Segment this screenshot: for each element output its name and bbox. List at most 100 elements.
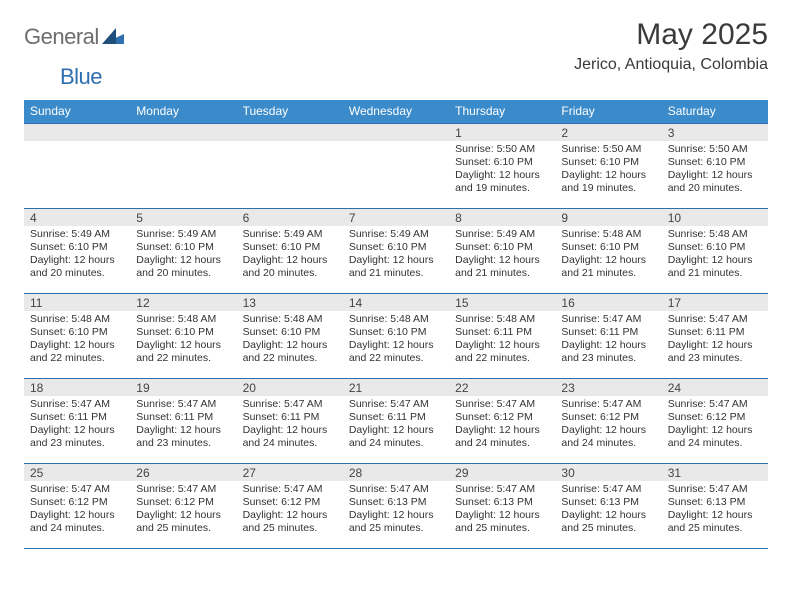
sunset-text: Sunset: 6:10 PM [668, 241, 764, 254]
day-cell: 19Sunrise: 5:47 AMSunset: 6:11 PMDayligh… [130, 379, 236, 463]
day-cell: 24Sunrise: 5:47 AMSunset: 6:12 PMDayligh… [662, 379, 768, 463]
daylight-text: Daylight: 12 hours and 25 minutes. [243, 509, 339, 535]
sunrise-text: Sunrise: 5:47 AM [136, 483, 232, 496]
daylight-text: Daylight: 12 hours and 23 minutes. [30, 424, 126, 450]
sunset-text: Sunset: 6:11 PM [136, 411, 232, 424]
day-cell: 2Sunrise: 5:50 AMSunset: 6:10 PMDaylight… [555, 124, 661, 208]
sunset-text: Sunset: 6:11 PM [455, 326, 551, 339]
day-number: 9 [555, 209, 661, 226]
day-cell: 25Sunrise: 5:47 AMSunset: 6:12 PMDayligh… [24, 464, 130, 548]
sunset-text: Sunset: 6:12 PM [561, 411, 657, 424]
daylight-text: Daylight: 12 hours and 24 minutes. [349, 424, 445, 450]
day-cell: 22Sunrise: 5:47 AMSunset: 6:12 PMDayligh… [449, 379, 555, 463]
sunrise-text: Sunrise: 5:50 AM [561, 143, 657, 156]
day-body: Sunrise: 5:49 AMSunset: 6:10 PMDaylight:… [24, 226, 130, 282]
sunrise-text: Sunrise: 5:47 AM [561, 313, 657, 326]
sunrise-text: Sunrise: 5:49 AM [136, 228, 232, 241]
sunset-text: Sunset: 6:11 PM [243, 411, 339, 424]
daylight-text: Daylight: 12 hours and 25 minutes. [561, 509, 657, 535]
day-number: 1 [449, 124, 555, 141]
day-number: 2 [555, 124, 661, 141]
sunset-text: Sunset: 6:10 PM [349, 241, 445, 254]
day-body: Sunrise: 5:47 AMSunset: 6:12 PMDaylight:… [237, 481, 343, 537]
day-body: Sunrise: 5:50 AMSunset: 6:10 PMDaylight:… [662, 141, 768, 197]
daylight-text: Daylight: 12 hours and 24 minutes. [243, 424, 339, 450]
logo: General [24, 18, 126, 50]
day-number: 12 [130, 294, 236, 311]
daylight-text: Daylight: 12 hours and 20 minutes. [136, 254, 232, 280]
day-cell [343, 124, 449, 208]
sunrise-text: Sunrise: 5:48 AM [30, 313, 126, 326]
logo-mark-icon [102, 28, 124, 49]
sunrise-text: Sunrise: 5:47 AM [455, 398, 551, 411]
day-cell: 10Sunrise: 5:48 AMSunset: 6:10 PMDayligh… [662, 209, 768, 293]
day-cell: 29Sunrise: 5:47 AMSunset: 6:13 PMDayligh… [449, 464, 555, 548]
day-body: Sunrise: 5:47 AMSunset: 6:11 PMDaylight:… [237, 396, 343, 452]
day-number: 17 [662, 294, 768, 311]
sunset-text: Sunset: 6:12 PM [136, 496, 232, 509]
weekday-header: Saturday [662, 100, 768, 123]
day-number: 13 [237, 294, 343, 311]
daylight-text: Daylight: 12 hours and 23 minutes. [668, 339, 764, 365]
day-cell: 13Sunrise: 5:48 AMSunset: 6:10 PMDayligh… [237, 294, 343, 378]
calendar-page: General May 2025 Jerico, Antioquia, Colo… [0, 0, 792, 567]
calendar-table: Sunday Monday Tuesday Wednesday Thursday… [24, 100, 768, 549]
daylight-text: Daylight: 12 hours and 25 minutes. [349, 509, 445, 535]
day-cell [237, 124, 343, 208]
calendar-header-row: Sunday Monday Tuesday Wednesday Thursday… [24, 100, 768, 123]
sunset-text: Sunset: 6:12 PM [243, 496, 339, 509]
daylight-text: Daylight: 12 hours and 24 minutes. [30, 509, 126, 535]
daylight-text: Daylight: 12 hours and 22 minutes. [243, 339, 339, 365]
sunset-text: Sunset: 6:12 PM [455, 411, 551, 424]
location-text: Jerico, Antioquia, Colombia [574, 56, 768, 74]
day-body: Sunrise: 5:48 AMSunset: 6:10 PMDaylight:… [343, 311, 449, 367]
sunset-text: Sunset: 6:10 PM [349, 326, 445, 339]
day-body: Sunrise: 5:47 AMSunset: 6:11 PMDaylight:… [130, 396, 236, 452]
sunset-text: Sunset: 6:13 PM [455, 496, 551, 509]
day-number: 19 [130, 379, 236, 396]
day-cell: 7Sunrise: 5:49 AMSunset: 6:10 PMDaylight… [343, 209, 449, 293]
calendar-week-row: 25Sunrise: 5:47 AMSunset: 6:12 PMDayligh… [24, 463, 768, 549]
day-body: Sunrise: 5:47 AMSunset: 6:13 PMDaylight:… [662, 481, 768, 537]
day-number: 26 [130, 464, 236, 481]
weekday-header: Monday [130, 100, 236, 123]
sunset-text: Sunset: 6:10 PM [668, 156, 764, 169]
sunrise-text: Sunrise: 5:47 AM [668, 483, 764, 496]
sunset-text: Sunset: 6:10 PM [561, 241, 657, 254]
day-body: Sunrise: 5:47 AMSunset: 6:11 PMDaylight:… [343, 396, 449, 452]
day-body: Sunrise: 5:47 AMSunset: 6:13 PMDaylight:… [449, 481, 555, 537]
day-body: Sunrise: 5:48 AMSunset: 6:10 PMDaylight:… [130, 311, 236, 367]
sunset-text: Sunset: 6:11 PM [561, 326, 657, 339]
sunrise-text: Sunrise: 5:47 AM [561, 483, 657, 496]
day-body: Sunrise: 5:47 AMSunset: 6:13 PMDaylight:… [555, 481, 661, 537]
sunrise-text: Sunrise: 5:47 AM [349, 398, 445, 411]
day-number: 28 [343, 464, 449, 481]
day-number [24, 124, 130, 141]
day-number [237, 124, 343, 141]
daylight-text: Daylight: 12 hours and 24 minutes. [561, 424, 657, 450]
logo-text-blue: Blue [60, 64, 102, 90]
sunrise-text: Sunrise: 5:48 AM [561, 228, 657, 241]
day-number: 6 [237, 209, 343, 226]
day-number: 5 [130, 209, 236, 226]
day-number: 27 [237, 464, 343, 481]
day-body: Sunrise: 5:49 AMSunset: 6:10 PMDaylight:… [130, 226, 236, 282]
daylight-text: Daylight: 12 hours and 25 minutes. [455, 509, 551, 535]
day-cell: 5Sunrise: 5:49 AMSunset: 6:10 PMDaylight… [130, 209, 236, 293]
day-number: 24 [662, 379, 768, 396]
sunrise-text: Sunrise: 5:47 AM [243, 398, 339, 411]
sunrise-text: Sunrise: 5:49 AM [349, 228, 445, 241]
day-body: Sunrise: 5:47 AMSunset: 6:12 PMDaylight:… [24, 481, 130, 537]
day-number: 8 [449, 209, 555, 226]
day-number: 4 [24, 209, 130, 226]
daylight-text: Daylight: 12 hours and 21 minutes. [455, 254, 551, 280]
sunset-text: Sunset: 6:10 PM [243, 241, 339, 254]
weekday-header: Tuesday [237, 100, 343, 123]
day-body: Sunrise: 5:49 AMSunset: 6:10 PMDaylight:… [449, 226, 555, 282]
day-number: 16 [555, 294, 661, 311]
day-cell: 30Sunrise: 5:47 AMSunset: 6:13 PMDayligh… [555, 464, 661, 548]
day-cell: 6Sunrise: 5:49 AMSunset: 6:10 PMDaylight… [237, 209, 343, 293]
day-cell: 12Sunrise: 5:48 AMSunset: 6:10 PMDayligh… [130, 294, 236, 378]
sunset-text: Sunset: 6:11 PM [668, 326, 764, 339]
day-cell: 21Sunrise: 5:47 AMSunset: 6:11 PMDayligh… [343, 379, 449, 463]
